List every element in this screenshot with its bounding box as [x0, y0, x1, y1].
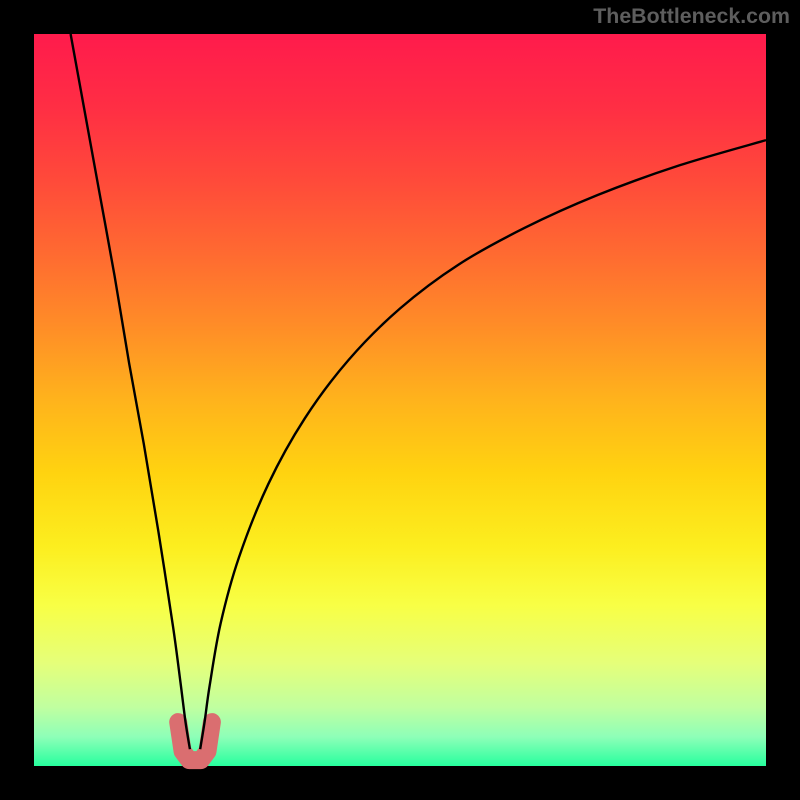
- watermark-text: TheBottleneck.com: [593, 4, 790, 29]
- plot-background: [34, 34, 766, 766]
- bottleneck-chart: [0, 0, 800, 800]
- chart-frame: TheBottleneck.com: [0, 0, 800, 800]
